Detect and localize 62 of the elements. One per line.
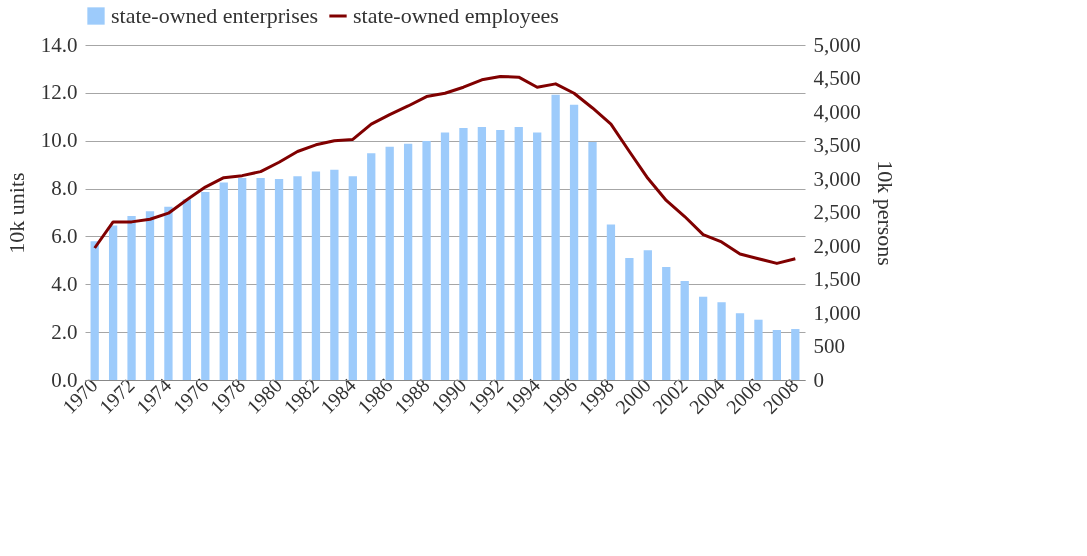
bar [551,94,560,380]
y2-tick-label: 1,000 [813,300,861,325]
bar [145,211,155,380]
bar [625,257,634,380]
y-tick-label: 6.0 [51,223,78,248]
bar [385,146,394,380]
bar [772,329,782,380]
bar [459,128,468,380]
bar [698,296,708,380]
y2-tick-label: 3,500 [813,133,861,157]
y2-tick-label: 3,000 [813,166,861,191]
bar [791,329,800,380]
bar [238,178,247,380]
bar [643,250,652,380]
y-tick-label: 14.0 [40,32,78,57]
y-tick-label: 12.0 [40,80,78,105]
bar [496,129,505,380]
bar [717,302,726,380]
y2-tick-label: 1,500 [813,267,861,291]
y2-axis-title: 10k persons [872,160,898,266]
bar [348,176,357,380]
bar [477,127,487,380]
bar [311,171,321,380]
bar [330,169,339,380]
bar [569,104,579,380]
bar [533,132,542,380]
y2-tick-label: 2,000 [813,233,861,258]
bar [201,191,210,380]
bar [588,141,597,380]
bar [735,313,745,380]
y2-tick-label: 0 [813,367,824,392]
bar [403,143,413,380]
bar [90,241,99,380]
y2-tick-label: 2,500 [813,200,861,224]
bar [367,153,376,380]
bar [164,206,173,380]
bar [219,182,228,380]
y2-tick-label: 500 [813,334,845,358]
legend-label: state-owned enterprises [111,3,319,28]
legend-label: state-owned employees [353,3,559,28]
y-tick-label: 10.0 [40,128,78,153]
y2-tick-label: 4,000 [813,99,861,124]
line-series [93,74,797,265]
bar [422,140,431,380]
y-tick-label: 2.0 [51,319,78,344]
bar [440,132,450,380]
bar [662,267,671,380]
y2-tick-label: 5,000 [813,32,861,57]
bar [514,127,523,380]
bar [108,225,118,380]
y2-tick-label: 4,500 [813,66,861,90]
bar [274,179,284,380]
bar [127,216,136,380]
bar [293,176,302,380]
bar [182,199,192,380]
bar [606,224,616,380]
y-tick-label: 4.0 [51,271,78,296]
bar [680,280,689,380]
y-tick-label: 8.0 [51,176,78,201]
bar [754,319,763,380]
y-axis-title: 10k units [3,172,29,254]
bar [256,178,265,380]
